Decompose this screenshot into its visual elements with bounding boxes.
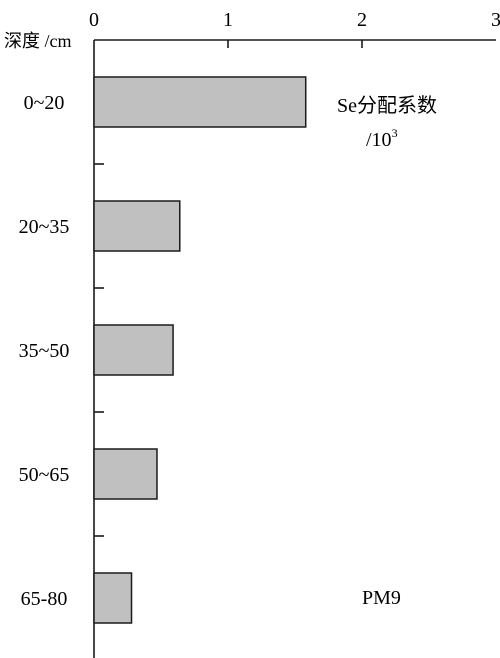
x-tick-label: 2 xyxy=(357,9,367,31)
annotation-title: Se分配系数 xyxy=(337,94,437,117)
category-labels: 0~20 20~35 35~50 50~65 65-80 xyxy=(19,92,70,610)
bar-3 xyxy=(93,448,158,500)
bar-4 xyxy=(93,572,133,624)
bars xyxy=(93,76,307,624)
site-label: PM9 xyxy=(362,587,401,609)
x-tick-label: 0 xyxy=(89,9,99,31)
y-axis-ticks xyxy=(94,163,104,537)
y-axis-label: 深度 /cm xyxy=(4,31,72,51)
x-tick-label: 1 xyxy=(223,9,233,31)
x-tick-label: 3 xyxy=(491,9,500,31)
category-label: 20~35 xyxy=(19,216,70,238)
bar-1 xyxy=(93,200,181,252)
category-label: 0~20 xyxy=(24,92,65,114)
x-axis-ticks: 0 1 2 3 xyxy=(89,9,500,48)
bar-2 xyxy=(93,324,174,376)
annotation-unit: /103 xyxy=(366,126,398,151)
annotation-unit-prefix: /10 xyxy=(366,129,392,151)
category-label: 50~65 xyxy=(19,464,70,486)
annotation-unit-exponent: 3 xyxy=(392,126,398,140)
bar-0 xyxy=(93,76,307,128)
category-label: 35~50 xyxy=(19,340,70,362)
category-label: 65-80 xyxy=(21,588,68,610)
